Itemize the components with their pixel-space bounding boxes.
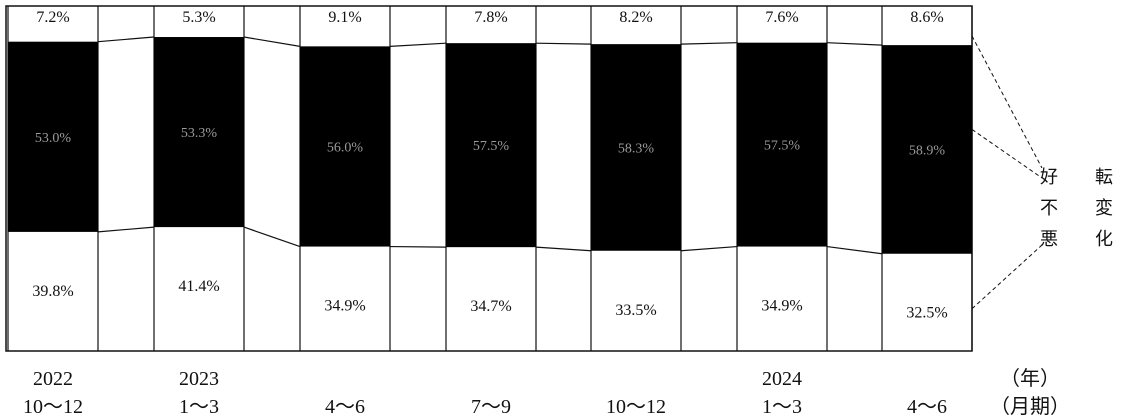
- legend: 好 転不 変悪 化: [971, 35, 1113, 310]
- x-label-period-0: 10～12: [23, 396, 83, 418]
- legend-char-b-1: 変: [1095, 198, 1113, 219]
- connector-bottom-1: [243, 226, 301, 248]
- label-worsened-4: 33.5%: [615, 302, 656, 319]
- label-worsened-5: 34.9%: [761, 298, 802, 315]
- bar-segment-unchanged-2: [300, 46, 390, 247]
- connector-top-1: [243, 36, 301, 47]
- legend-leader-improved: [971, 35, 1043, 169]
- legend-leader-worsened: [971, 244, 1043, 310]
- bar-segment-unchanged-5: [737, 42, 827, 247]
- connector-bottom-3: [535, 246, 592, 252]
- x-label-period-5: 1～3: [762, 396, 802, 418]
- x-label-period-6: 4～6: [907, 396, 947, 418]
- x-label-year-1: 2023: [179, 368, 219, 390]
- label-unchanged-4: 58.3%: [618, 141, 655, 156]
- connector-top-0: [97, 36, 155, 43]
- label-improved-0: 7.2%: [36, 9, 69, 26]
- label-improved-2: 9.1%: [328, 9, 361, 26]
- legend-char-a-1: 不: [1040, 198, 1058, 219]
- label-improved-4: 8.2%: [619, 9, 652, 26]
- x-label-period-4: 10～12: [606, 396, 666, 418]
- label-worsened-1: 41.4%: [178, 278, 219, 295]
- x-label-period-3: 7～9: [471, 396, 511, 418]
- bar-segment-unchanged-4: [591, 44, 681, 251]
- label-unchanged-6: 58.9%: [909, 143, 946, 158]
- label-unchanged-2: 56.0%: [327, 140, 364, 155]
- connector-top-5: [826, 42, 883, 46]
- label-worsened-2: 34.9%: [324, 298, 365, 315]
- connector-bottom-2: [389, 245, 447, 248]
- x-label-year-0: 2022: [33, 368, 73, 390]
- x-label-period-2: 4～6: [325, 396, 365, 418]
- x-unit-year: （年）: [1000, 367, 1060, 390]
- connector-bottom-5: [826, 245, 883, 255]
- label-unchanged-0: 53.0%: [35, 131, 72, 146]
- label-improved-5: 7.6%: [765, 9, 798, 26]
- bar-segment-unchanged-1: [154, 37, 244, 228]
- legend-char-a-0: 好: [1040, 167, 1058, 188]
- bar-segment-unchanged-6: [882, 45, 972, 254]
- label-unchanged-1: 53.3%: [181, 126, 218, 141]
- connector-bottom-4: [680, 245, 738, 252]
- label-worsened-0: 39.8%: [32, 283, 73, 300]
- bars-group: [8, 37, 972, 254]
- connector-top-2: [389, 42, 447, 47]
- label-worsened-3: 34.7%: [470, 298, 511, 315]
- legend-char-a-2: 悪: [1040, 229, 1058, 250]
- label-unchanged-3: 57.5%: [473, 139, 510, 154]
- bar-connectors: [97, 36, 883, 255]
- connector-top-4: [680, 42, 738, 45]
- label-unchanged-5: 57.5%: [764, 139, 801, 154]
- connector-bottom-0: [97, 226, 155, 233]
- x-axis-labels: 2022 10～12 2023 1～3 4～6 7～9 10～12 2024 1～3 4～6 （年）…: [23, 367, 1070, 418]
- label-improved-3: 7.8%: [474, 9, 507, 26]
- label-worsened-6: 32.5%: [906, 305, 947, 322]
- bar-segment-unchanged-3: [446, 43, 536, 248]
- legend-leader-unchanged: [971, 129, 1043, 179]
- x-unit-period: （月期）: [990, 395, 1070, 418]
- data-labels-group: 7.2% 53.0% 39.8% 5.3% 53.3% 41.4% 9.1% 56.0% 34.…: [32, 9, 947, 322]
- legend-char-b-2: 化: [1095, 229, 1113, 250]
- legend-char-b-0: 転: [1095, 167, 1113, 188]
- bar-segment-unchanged-0: [8, 41, 98, 232]
- x-label-year-5: 2024: [762, 368, 802, 390]
- connector-top-3: [535, 42, 592, 45]
- label-improved-1: 5.3%: [182, 9, 215, 26]
- x-label-period-1: 1～3: [179, 396, 219, 418]
- label-improved-6: 8.6%: [910, 9, 943, 26]
